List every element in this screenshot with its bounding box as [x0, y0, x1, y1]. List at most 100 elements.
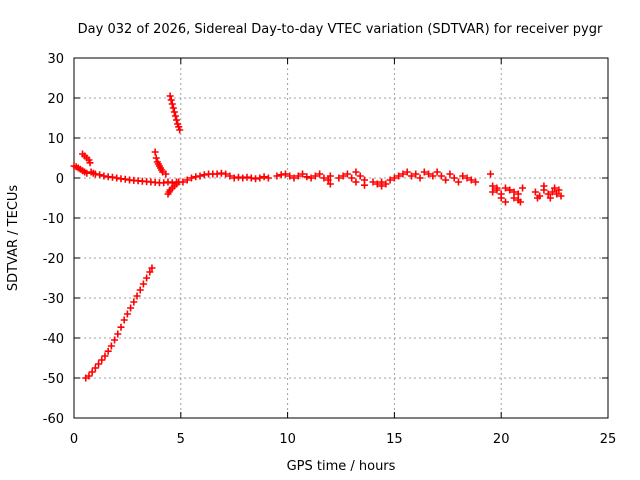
data-point	[226, 172, 234, 180]
data-point	[148, 264, 156, 272]
data-point	[143, 274, 151, 282]
data-point	[551, 184, 559, 192]
data-point	[222, 170, 230, 178]
data-point	[343, 170, 351, 178]
plot-frame	[73, 57, 609, 419]
data-point	[437, 172, 445, 180]
data-point	[544, 190, 552, 198]
data-point	[169, 104, 177, 112]
data-point	[403, 168, 411, 176]
data-point	[88, 368, 96, 376]
y-tick-label: 10	[47, 132, 64, 147]
data-point	[316, 170, 324, 178]
data-point	[96, 171, 104, 179]
y-tick-label: -40	[43, 332, 64, 347]
data-point	[463, 174, 471, 182]
x-tick-label: 0	[70, 432, 78, 447]
data-point	[429, 172, 437, 180]
data-point	[91, 364, 99, 372]
chart-title: Day 032 of 2026, Sidereal Day-to-day VTE…	[78, 22, 603, 37]
data-point	[489, 188, 497, 196]
data-point	[501, 198, 509, 206]
data-points	[70, 92, 565, 382]
data-point	[303, 173, 311, 181]
data-point	[487, 170, 495, 178]
data-point	[139, 280, 147, 288]
data-point	[152, 154, 160, 162]
data-point	[168, 100, 176, 108]
x-tick-label: 10	[279, 432, 296, 447]
data-point	[339, 172, 347, 180]
data-point	[171, 112, 179, 120]
data-point	[514, 190, 522, 198]
y-tick-label: -60	[43, 412, 64, 427]
data-point	[136, 286, 144, 294]
data-point	[501, 184, 509, 192]
data-point	[459, 172, 467, 180]
data-point	[489, 182, 497, 190]
data-point	[412, 170, 420, 178]
data-point	[472, 178, 480, 186]
data-point	[307, 174, 315, 182]
data-point	[352, 178, 360, 186]
data-point	[114, 330, 122, 338]
data-point	[320, 174, 328, 182]
data-point	[273, 172, 281, 180]
y-axis-label: SDTVAR / TECUs	[6, 185, 21, 292]
data-point	[510, 188, 518, 196]
data-point	[256, 174, 264, 182]
data-point	[390, 174, 398, 182]
x-tick-label: 20	[493, 432, 510, 447]
data-point	[395, 172, 403, 180]
series-rising-short-arc	[151, 148, 170, 178]
data-point	[555, 186, 563, 194]
data-point	[378, 182, 386, 190]
data-point	[360, 181, 368, 189]
y-tick-label: -10	[43, 212, 64, 227]
data-point	[95, 360, 103, 368]
data-point	[98, 356, 106, 364]
data-point	[373, 180, 381, 188]
data-point	[467, 176, 475, 184]
data-point	[101, 352, 109, 360]
data-point	[557, 192, 565, 200]
data-point	[540, 182, 548, 190]
x-tick-label: 15	[386, 432, 403, 447]
data-point	[123, 310, 131, 318]
data-point	[324, 176, 332, 184]
data-point	[133, 292, 141, 300]
data-point	[104, 347, 112, 355]
x-tick-label: 5	[177, 432, 185, 447]
x-tick-labels: 0 5 10 15 20 25	[70, 432, 616, 447]
data-point	[425, 170, 433, 178]
data-point	[386, 176, 394, 184]
data-point	[519, 184, 527, 192]
y-tick-label: 30	[47, 52, 64, 67]
data-point	[146, 268, 154, 276]
data-point	[356, 172, 364, 180]
data-point	[167, 96, 175, 104]
data-point	[399, 170, 407, 178]
data-point	[382, 180, 390, 188]
data-point	[369, 178, 377, 186]
data-point	[162, 170, 170, 178]
y-tick-label: 0	[56, 172, 64, 187]
data-point	[446, 170, 454, 178]
data-point	[175, 123, 183, 131]
data-point	[290, 174, 298, 182]
x-tick-label: 25	[600, 432, 617, 447]
data-point	[420, 168, 428, 176]
series-main-band	[70, 162, 565, 200]
data-point	[183, 176, 191, 184]
data-point	[348, 174, 356, 182]
data-point	[416, 174, 424, 182]
data-point	[454, 178, 462, 186]
series-descending-arc	[82, 264, 156, 382]
grid	[74, 58, 608, 418]
y-tick-labels: 30 20 10 0 -10 -20 -30 -40 -50 -60	[43, 52, 64, 427]
data-point	[531, 188, 539, 196]
data-point	[83, 169, 91, 177]
data-point	[120, 316, 128, 324]
data-point	[170, 108, 178, 116]
